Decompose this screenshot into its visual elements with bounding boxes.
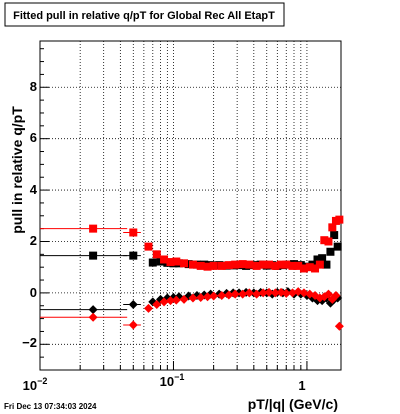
data-point xyxy=(320,236,329,245)
data-point xyxy=(245,260,254,269)
data-point xyxy=(238,289,248,299)
timestamp: Fri Dec 13 07:34:03 2024 xyxy=(4,402,97,411)
data-point xyxy=(209,291,219,301)
data-point xyxy=(148,258,157,267)
data-point xyxy=(252,289,262,299)
data-point xyxy=(171,295,181,305)
data-point xyxy=(331,290,341,300)
data-point xyxy=(299,264,308,273)
data-point xyxy=(244,288,254,298)
data-point xyxy=(180,259,189,268)
y-tick-label: 0 xyxy=(30,285,37,300)
data-point xyxy=(166,258,175,267)
data-point xyxy=(334,321,344,331)
data-point xyxy=(322,260,331,269)
data-point xyxy=(238,260,247,269)
data-point xyxy=(128,320,138,330)
title-box xyxy=(4,2,285,27)
x-tick-label-1: 1 xyxy=(298,378,305,393)
data-point xyxy=(143,303,153,313)
data-point xyxy=(88,312,98,322)
data-point xyxy=(281,288,291,298)
data-point xyxy=(323,289,333,299)
data-point xyxy=(335,215,344,224)
series-2 xyxy=(40,215,344,273)
data-point xyxy=(209,261,218,270)
plot-frame xyxy=(39,40,342,371)
data-point xyxy=(128,299,138,309)
data-point xyxy=(224,290,234,300)
data-point xyxy=(315,260,324,269)
data-point xyxy=(184,260,193,269)
data-point xyxy=(129,228,138,237)
data-point xyxy=(318,254,327,263)
data-point xyxy=(179,294,189,304)
data-point xyxy=(299,288,309,298)
y-tick-label: 8 xyxy=(30,79,37,94)
y-tick-label: 6 xyxy=(30,130,37,145)
data-point xyxy=(311,264,320,273)
series-4 xyxy=(40,287,344,331)
data-point xyxy=(288,261,297,270)
y-tick-label: −2 xyxy=(22,335,37,350)
data-point xyxy=(196,261,205,270)
data-point xyxy=(330,231,339,240)
data-point xyxy=(203,262,212,271)
data-point xyxy=(88,305,98,315)
data-point xyxy=(324,237,333,246)
y-tick-label: 2 xyxy=(30,233,37,248)
data-point xyxy=(196,293,206,303)
data-point xyxy=(89,224,98,233)
y-tick-labels: −2 0 2 4 6 8 xyxy=(22,79,38,350)
data-point xyxy=(231,260,240,269)
data-point xyxy=(230,289,240,299)
grid-lines xyxy=(40,41,341,370)
data-point xyxy=(165,296,175,306)
data-point xyxy=(271,261,280,270)
data-point xyxy=(313,255,322,264)
data-point xyxy=(270,288,280,298)
data-point xyxy=(259,260,268,269)
y-tick-label: 4 xyxy=(30,182,38,197)
data-point xyxy=(160,255,169,264)
data-point xyxy=(258,288,268,298)
data-point xyxy=(144,242,153,251)
data-point xyxy=(129,251,138,260)
data-point xyxy=(89,251,98,260)
data-point xyxy=(282,260,291,269)
data-point xyxy=(217,261,226,270)
data-point xyxy=(224,261,233,270)
y-axis-label: pull in relative q/pT xyxy=(9,106,25,234)
axis-ticks xyxy=(40,48,308,371)
data-point xyxy=(252,261,261,270)
data-point xyxy=(264,287,274,297)
data-point xyxy=(203,292,213,302)
data-point xyxy=(328,223,337,232)
data-point xyxy=(217,290,227,300)
data-point xyxy=(305,263,314,272)
data-point xyxy=(326,247,335,256)
data-point xyxy=(265,260,274,269)
data-point xyxy=(333,242,342,251)
data-point xyxy=(188,260,197,269)
data-point xyxy=(188,293,198,303)
data-point xyxy=(152,250,161,259)
chart-title: Fitted pull in relative q/pT for Global … xyxy=(13,10,275,22)
data-point xyxy=(294,261,303,270)
data-point xyxy=(152,299,162,309)
data-point xyxy=(159,297,169,307)
x-axis-label: pT/|q| (GeV/c) xyxy=(248,396,338,412)
data-series xyxy=(40,215,344,331)
data-point xyxy=(172,257,181,266)
data-point xyxy=(277,260,286,269)
